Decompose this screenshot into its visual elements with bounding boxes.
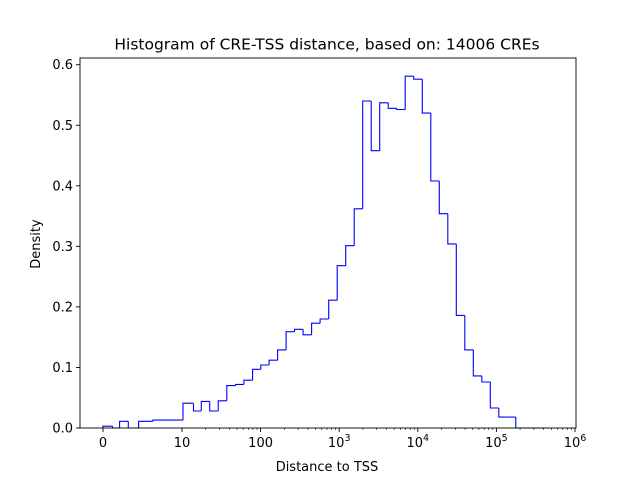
y-tick-label: 0.4 bbox=[52, 179, 73, 194]
histogram-bin bbox=[387, 102, 397, 109]
histogram-bin bbox=[472, 349, 482, 377]
plot-area bbox=[79, 57, 577, 429]
y-tick-label: 0.5 bbox=[52, 119, 73, 134]
x-tick-label: 10 bbox=[174, 436, 191, 451]
histogram-bin bbox=[311, 322, 321, 335]
x-axis-label: Distance to TSS bbox=[276, 460, 379, 475]
histogram-bin bbox=[370, 101, 380, 152]
histogram-bin bbox=[464, 315, 474, 351]
histogram-bin bbox=[481, 375, 491, 383]
histogram-bin bbox=[234, 383, 244, 386]
y-tick-label: 0.3 bbox=[52, 240, 73, 255]
axes-frame bbox=[79, 57, 577, 429]
histogram-bin bbox=[447, 213, 457, 245]
x-tick-label: 103 bbox=[328, 433, 351, 451]
histogram-bin bbox=[421, 79, 431, 114]
histogram-bin bbox=[430, 113, 440, 182]
histogram-bin bbox=[277, 349, 287, 361]
histogram-bin bbox=[127, 421, 139, 429]
histogram-bin bbox=[152, 419, 183, 422]
histogram-bin bbox=[209, 401, 219, 412]
y-axis-label: Density bbox=[29, 219, 44, 269]
histogram-bin bbox=[404, 75, 414, 110]
histogram-bin bbox=[182, 402, 194, 421]
histogram-bin bbox=[345, 245, 355, 266]
histogram-bin bbox=[268, 359, 278, 365]
y-tick-label: 0.0 bbox=[52, 422, 73, 437]
histogram-bin bbox=[119, 420, 129, 428]
histogram-bin bbox=[379, 102, 389, 151]
histogram-bin bbox=[192, 403, 202, 412]
y-axis: 0.0 0.1 0.2 0.3 0.4 0.5 0.6 bbox=[52, 58, 80, 437]
histogram-bin bbox=[413, 76, 423, 80]
histogram-bin bbox=[102, 425, 113, 428]
histogram-bin bbox=[285, 331, 295, 350]
y-tick-label: 0.2 bbox=[52, 300, 73, 315]
x-tick-label: 104 bbox=[407, 433, 430, 451]
histogram-bin bbox=[302, 329, 312, 336]
histogram-bin bbox=[515, 417, 533, 429]
histogram-bin bbox=[226, 385, 236, 401]
chart-title: Histogram of CRE-TSS distance, based on:… bbox=[114, 36, 539, 54]
y-tick-label: 0.1 bbox=[52, 361, 73, 376]
histogram-bin bbox=[438, 181, 448, 215]
histogram-bin bbox=[396, 108, 406, 111]
histogram-bin bbox=[498, 408, 508, 418]
x-tick-label: 106 bbox=[564, 433, 587, 451]
histogram-bin bbox=[252, 368, 261, 381]
histogram-bin bbox=[489, 382, 499, 409]
histogram-bin bbox=[243, 379, 253, 385]
histogram-bin bbox=[362, 100, 372, 209]
x-tick-label: 100 bbox=[248, 436, 273, 451]
histogram-bin bbox=[217, 400, 227, 411]
x-tick-label: 105 bbox=[485, 433, 508, 451]
x-axis: 0 10 100 103 104 105 106 bbox=[99, 428, 586, 451]
histogram-bin bbox=[138, 420, 153, 428]
histogram-bin bbox=[260, 364, 270, 370]
histogram-bin bbox=[200, 400, 210, 411]
histogram-bin bbox=[455, 243, 465, 316]
y-tick-label: 0.6 bbox=[52, 58, 73, 73]
histogram-bin bbox=[353, 208, 363, 246]
histogram-bin bbox=[294, 328, 304, 332]
histogram-bin bbox=[328, 299, 338, 319]
histogram-bin bbox=[319, 318, 329, 324]
x-tick-label: 0 bbox=[99, 436, 107, 451]
histogram-bin bbox=[336, 265, 346, 301]
